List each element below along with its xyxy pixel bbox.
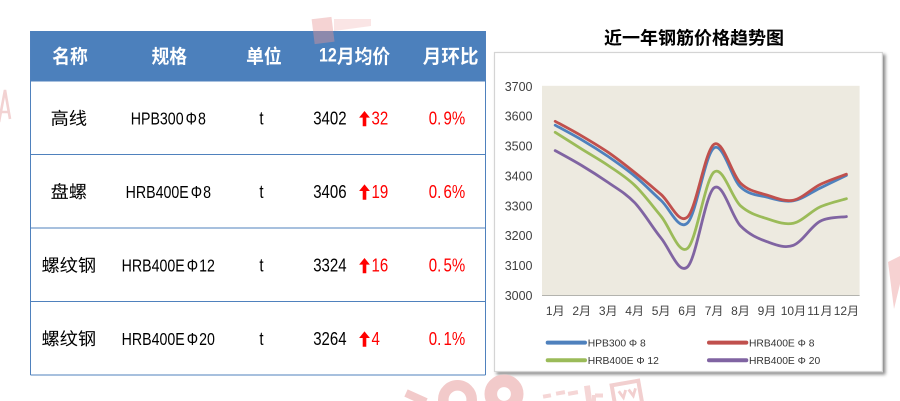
svg-text:5%: 5%	[444, 255, 466, 276]
svg-text:3100: 3100	[505, 259, 533, 273]
svg-text:0.: 0.	[429, 255, 442, 276]
svg-text:1%: 1%	[444, 329, 466, 350]
svg-text:6%: 6%	[444, 182, 466, 203]
svg-text:12: 12	[319, 44, 337, 66]
svg-text:HRB400E: HRB400E	[122, 330, 185, 350]
svg-text:Φ: Φ	[187, 256, 198, 276]
svg-text:2: 2	[572, 304, 579, 318]
svg-text:3400: 3400	[505, 169, 533, 183]
svg-text:4: 4	[372, 329, 380, 350]
svg-text:3600: 3600	[505, 110, 533, 124]
svg-text:Φ: Φ	[187, 330, 198, 350]
svg-text:12: 12	[834, 304, 848, 318]
svg-text:12: 12	[199, 256, 215, 276]
svg-text:t: t	[259, 255, 263, 276]
svg-text:3: 3	[599, 304, 606, 318]
svg-text:16: 16	[372, 255, 389, 276]
svg-text:3200: 3200	[505, 229, 533, 243]
svg-text:6: 6	[678, 304, 685, 318]
svg-text:3000: 3000	[505, 289, 533, 303]
svg-text:8: 8	[731, 304, 738, 318]
svg-text:HRB400E: HRB400E	[122, 256, 185, 276]
svg-text:t: t	[259, 329, 263, 350]
svg-text:0.: 0.	[429, 108, 442, 129]
svg-text:1: 1	[546, 304, 553, 318]
svg-text:11: 11	[807, 304, 820, 318]
svg-text:4: 4	[625, 304, 632, 318]
svg-text:HRB400E Φ 8: HRB400E Φ 8	[749, 338, 815, 349]
svg-text:8: 8	[198, 109, 206, 129]
svg-text:0.: 0.	[429, 182, 442, 203]
svg-text:5: 5	[652, 304, 659, 318]
svg-text:20: 20	[199, 330, 215, 350]
svg-text:HRB400E Φ 20: HRB400E Φ 20	[749, 356, 820, 367]
svg-text:7: 7	[705, 304, 712, 318]
svg-text:3324: 3324	[313, 255, 346, 276]
svg-text:0.: 0.	[429, 329, 442, 350]
svg-text:HRB400E Φ 12: HRB400E Φ 12	[588, 356, 659, 367]
svg-text:3402: 3402	[313, 108, 346, 129]
svg-text:32: 32	[372, 108, 389, 129]
svg-text:9: 9	[758, 304, 765, 318]
svg-text:3300: 3300	[505, 199, 533, 213]
svg-text:9%: 9%	[444, 108, 466, 129]
svg-text:3700: 3700	[505, 80, 533, 94]
svg-text:HRB400E: HRB400E	[126, 183, 189, 203]
svg-text:HPB300 Φ 8: HPB300 Φ 8	[588, 338, 646, 349]
svg-text:HPB300: HPB300	[131, 109, 184, 129]
svg-text:Φ: Φ	[186, 109, 197, 129]
svg-text:3406: 3406	[313, 182, 346, 203]
svg-text:10: 10	[781, 304, 795, 318]
svg-text:Φ: Φ	[191, 183, 202, 203]
svg-text:t: t	[259, 108, 263, 129]
svg-text:19: 19	[372, 182, 389, 203]
svg-text:t: t	[259, 182, 263, 203]
svg-text:3264: 3264	[313, 329, 346, 350]
svg-text:3500: 3500	[505, 140, 533, 154]
svg-text:8: 8	[203, 183, 211, 203]
